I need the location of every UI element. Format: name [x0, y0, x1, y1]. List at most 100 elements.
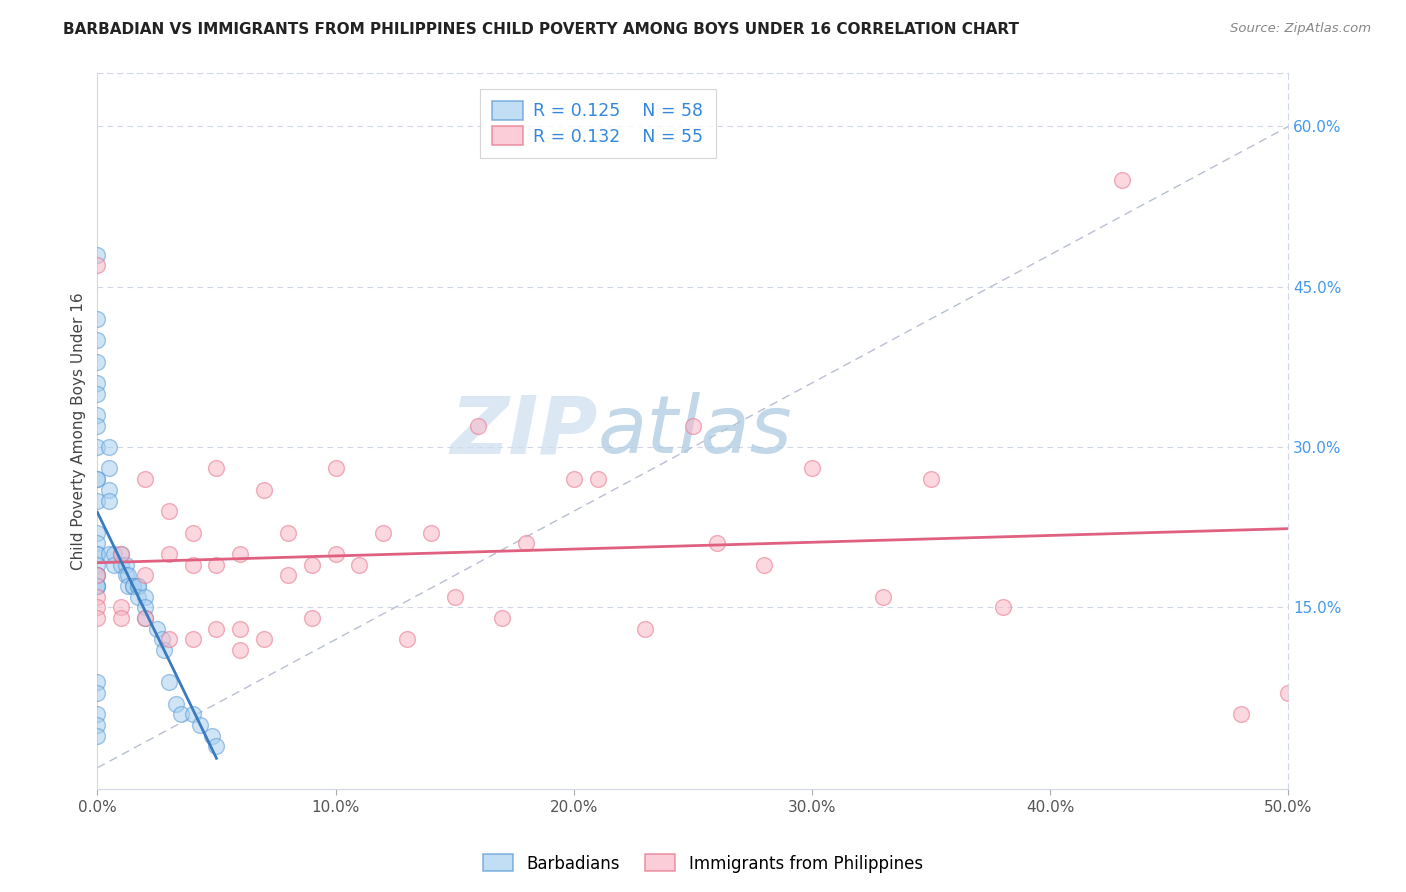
Point	[86, 408, 108, 422]
Point	[134, 611, 156, 625]
Point	[562, 472, 585, 486]
Point	[86, 568, 108, 582]
Point	[86, 259, 108, 273]
Point	[122, 579, 145, 593]
Point	[165, 697, 187, 711]
Point	[586, 472, 609, 486]
Point	[98, 493, 121, 508]
Point	[86, 729, 108, 743]
Point	[181, 558, 204, 572]
Point	[86, 547, 108, 561]
Point	[205, 739, 228, 754]
Point	[325, 461, 347, 475]
Point	[872, 590, 894, 604]
Point	[86, 525, 108, 540]
Point	[86, 718, 108, 732]
Point	[127, 579, 149, 593]
Point	[277, 568, 299, 582]
Point	[1229, 707, 1251, 722]
Text: ZIP: ZIP	[450, 392, 598, 470]
Point	[86, 611, 108, 625]
Point	[157, 675, 180, 690]
Point	[920, 472, 942, 486]
Point	[86, 386, 108, 401]
Point	[86, 568, 108, 582]
Point	[86, 354, 108, 368]
Point	[349, 558, 371, 572]
Point	[86, 376, 108, 390]
Point	[115, 568, 138, 582]
Point	[170, 707, 193, 722]
Point	[253, 483, 276, 497]
Point	[201, 729, 224, 743]
Point	[991, 600, 1014, 615]
Point	[110, 611, 132, 625]
Point	[229, 547, 252, 561]
Point	[110, 547, 132, 561]
Point	[229, 622, 252, 636]
Point	[110, 547, 132, 561]
Point	[86, 311, 108, 326]
Point	[86, 707, 108, 722]
Point	[134, 568, 156, 582]
Point	[86, 418, 108, 433]
Point	[443, 590, 465, 604]
Point	[801, 461, 824, 475]
Point	[86, 333, 108, 347]
Point	[181, 632, 204, 647]
Point	[103, 558, 125, 572]
Point	[86, 547, 108, 561]
Point	[419, 525, 441, 540]
Point	[395, 632, 418, 647]
Point	[146, 622, 169, 636]
Text: Source: ZipAtlas.com: Source: ZipAtlas.com	[1230, 22, 1371, 36]
Point	[373, 525, 395, 540]
Point	[127, 590, 149, 604]
Point	[301, 611, 323, 625]
Point	[86, 579, 108, 593]
Point	[134, 600, 156, 615]
Point	[86, 600, 108, 615]
Point	[127, 579, 149, 593]
Point	[229, 643, 252, 657]
Point	[86, 590, 108, 604]
Point	[682, 418, 704, 433]
Point	[110, 600, 132, 615]
Point	[181, 525, 204, 540]
Point	[157, 632, 180, 647]
Point	[277, 525, 299, 540]
Point	[103, 547, 125, 561]
Point	[86, 558, 108, 572]
Point	[150, 632, 173, 647]
Point	[157, 504, 180, 518]
Point	[98, 547, 121, 561]
Point	[754, 558, 776, 572]
Point	[86, 472, 108, 486]
Point	[86, 579, 108, 593]
Point	[86, 675, 108, 690]
Point	[157, 547, 180, 561]
Point	[1277, 686, 1299, 700]
Point	[134, 590, 156, 604]
Point	[491, 611, 513, 625]
Point	[98, 461, 121, 475]
Point	[86, 568, 108, 582]
Point	[634, 622, 657, 636]
Point	[134, 611, 156, 625]
Point	[86, 536, 108, 550]
Text: BARBADIAN VS IMMIGRANTS FROM PHILIPPINES CHILD POVERTY AMONG BOYS UNDER 16 CORRE: BARBADIAN VS IMMIGRANTS FROM PHILIPPINES…	[63, 22, 1019, 37]
Point	[188, 718, 211, 732]
Point	[205, 461, 228, 475]
Point	[515, 536, 537, 550]
Point	[86, 440, 108, 454]
Point	[86, 472, 108, 486]
Point	[86, 579, 108, 593]
Point	[86, 686, 108, 700]
Legend: Barbadians, Immigrants from Philippines: Barbadians, Immigrants from Philippines	[477, 847, 929, 880]
Y-axis label: Child Poverty Among Boys Under 16: Child Poverty Among Boys Under 16	[72, 293, 86, 570]
Point	[86, 248, 108, 262]
Point	[122, 579, 145, 593]
Point	[117, 568, 139, 582]
Point	[98, 440, 121, 454]
Point	[205, 622, 228, 636]
